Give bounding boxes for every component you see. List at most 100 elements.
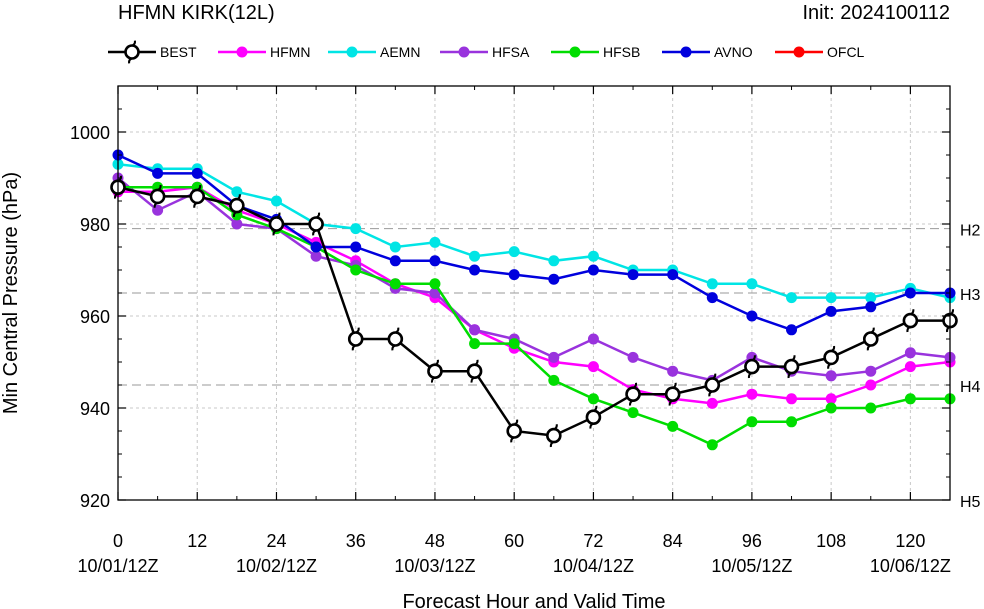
data-point	[389, 241, 401, 253]
data-point	[865, 301, 877, 313]
legend-label: HFSA	[492, 44, 530, 60]
x-axis-label: Forecast Hour and Valid Time	[402, 591, 665, 609]
data-point	[865, 402, 877, 414]
data-point	[825, 393, 837, 405]
data-point	[706, 292, 718, 304]
x-tick-label: 60	[504, 531, 524, 551]
hurricane-icon	[347, 327, 364, 351]
chart-title: HFMN KIRK(12L)	[118, 2, 275, 24]
data-point	[825, 402, 837, 414]
legend-item-best: BEST	[108, 40, 197, 64]
data-point	[865, 379, 877, 391]
legend-item-aemn: AEMN	[328, 44, 420, 60]
data-point	[667, 269, 679, 281]
hurricane-icon	[744, 355, 760, 379]
legend-label: HFMN	[270, 44, 310, 60]
y-tick-label: 1000	[70, 123, 110, 143]
hurricane-icon	[149, 184, 166, 208]
hurricane-icon	[783, 355, 800, 379]
series-line	[118, 185, 950, 447]
data-point	[825, 370, 837, 382]
legend-label: BEST	[160, 44, 197, 60]
data-point	[231, 218, 243, 230]
data-point	[587, 250, 599, 262]
data-point	[350, 223, 362, 235]
hurricane-icon	[862, 327, 879, 351]
series-layer	[110, 149, 958, 451]
data-point	[587, 393, 599, 405]
data-point	[627, 351, 639, 363]
data-point	[152, 167, 164, 179]
x-tick-label: 108	[816, 531, 846, 551]
legend-item-hfsb: HFSB	[551, 44, 640, 60]
data-point	[191, 167, 203, 179]
init-label: Init: 2024100112	[802, 2, 950, 24]
x-date-label: 10/05/12Z	[711, 556, 792, 576]
data-point	[350, 241, 362, 253]
legend-label: AEMN	[380, 44, 420, 60]
series-avno	[112, 149, 956, 336]
data-point	[746, 310, 758, 322]
data-point	[469, 324, 481, 336]
legend: BEST HFMN AEMN HFSA HFSB AVNO OFCL	[108, 40, 865, 64]
data-point	[825, 305, 837, 317]
legend-marker	[793, 46, 805, 58]
x-tick-label: 48	[425, 531, 445, 551]
legend-marker	[346, 46, 358, 58]
x-tick-label: 0	[113, 531, 123, 551]
legend-label: OFCL	[827, 44, 865, 60]
legend-label: HFSB	[603, 44, 640, 60]
data-point	[548, 374, 560, 386]
data-point	[270, 195, 282, 207]
data-point	[786, 292, 798, 304]
x-tick-label: 12	[187, 531, 207, 551]
data-point	[627, 269, 639, 281]
data-point	[746, 278, 758, 290]
data-point	[746, 416, 758, 428]
data-point	[706, 278, 718, 290]
hurricane-icon	[664, 382, 681, 406]
data-point	[548, 255, 560, 267]
legend-marker	[569, 46, 581, 58]
data-point	[904, 393, 916, 405]
x-date-label: 10/03/12Z	[394, 556, 475, 576]
x-tick-label: 84	[663, 531, 683, 551]
hurricane-icon	[585, 405, 602, 429]
data-point	[429, 255, 441, 267]
y-tick-label: 940	[80, 399, 110, 419]
x-date-label: 10/01/12Z	[77, 556, 158, 576]
hurricane-icon	[308, 212, 324, 236]
hurricane-icon	[902, 309, 919, 333]
hurricane-icon	[625, 382, 641, 406]
data-point	[786, 324, 798, 336]
legend-item-avno: AVNO	[662, 44, 753, 60]
hurricane-icon	[387, 327, 404, 351]
series-line	[117, 153, 950, 332]
data-point	[786, 416, 798, 428]
axes: 0 12 24 36 48 60 72 84 96 108 120 10/01/12Z 10/02/12…	[70, 85, 951, 576]
series-line	[117, 162, 951, 299]
x-tick-label: 120	[895, 531, 925, 551]
series-line	[117, 177, 951, 382]
y-tick-label: 920	[80, 491, 110, 511]
data-point	[548, 351, 560, 363]
hurricane-icon	[466, 359, 483, 383]
data-point	[389, 278, 401, 290]
data-point	[429, 287, 441, 299]
data-point	[310, 250, 322, 262]
data-point	[469, 250, 481, 262]
x-tick-label: 36	[346, 531, 366, 551]
x-tick-label: 96	[742, 531, 762, 551]
data-point	[310, 241, 322, 253]
data-point	[904, 361, 916, 373]
hurricane-icon	[268, 212, 285, 236]
data-point	[667, 420, 679, 432]
x-tick-label: 72	[583, 531, 603, 551]
hurricane-icon	[189, 184, 206, 208]
hurricane-icon	[124, 40, 140, 64]
data-point	[508, 269, 520, 281]
data-point	[627, 407, 639, 419]
data-point	[786, 393, 798, 405]
data-point	[587, 333, 599, 345]
